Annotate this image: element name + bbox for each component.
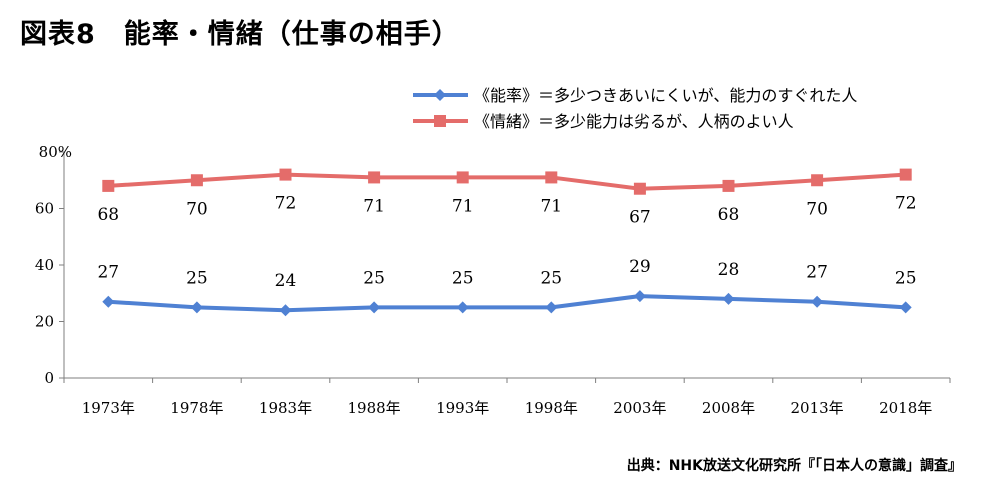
data-label-2: 71	[452, 196, 474, 216]
data-label-1: 24	[275, 271, 297, 291]
x-tick-label: 2013年	[791, 399, 844, 417]
data-point-2	[811, 174, 824, 187]
data-point-1	[633, 290, 646, 303]
data-point-1	[368, 301, 381, 314]
series-line-2	[108, 172, 906, 191]
data-point-2	[899, 168, 912, 181]
data-point-2	[102, 179, 115, 192]
data-label-2: 70	[806, 199, 828, 219]
data-label-2: 72	[275, 194, 297, 214]
data-label-2: 67	[629, 208, 651, 228]
data-label-1: 27	[806, 263, 828, 283]
data-label-2: 68	[97, 205, 119, 225]
data-point-2	[633, 182, 646, 195]
data-point-1	[456, 301, 469, 314]
y-tick-label: 60	[35, 200, 54, 218]
x-tick-label: 1973年	[82, 399, 135, 417]
data-point-1	[722, 292, 735, 305]
data-point-2	[456, 171, 469, 184]
data-label-1: 28	[718, 260, 740, 280]
x-tick-label: 2008年	[702, 399, 755, 417]
data-label-2: 71	[363, 196, 385, 216]
x-tick-label: 2018年	[879, 399, 932, 417]
x-tick-label: 2003年	[613, 399, 666, 417]
data-label-2: 70	[186, 199, 208, 219]
data-point-1	[102, 295, 115, 308]
data-label-2: 72	[895, 194, 917, 214]
data-point-2	[722, 179, 735, 192]
data-label-1: 25	[895, 268, 917, 288]
data-label-1: 27	[97, 263, 119, 283]
y-tick-label: 80%	[39, 143, 72, 161]
data-label-1: 25	[363, 268, 385, 288]
data-point-2	[545, 171, 558, 184]
x-tick-label: 1998年	[525, 399, 578, 417]
data-label-2: 71	[540, 196, 562, 216]
legend-label-2: 《情緒》＝多少能力は劣るが、人柄のよい人	[474, 112, 794, 131]
data-point-1	[899, 301, 912, 314]
x-tick-label: 1993年	[436, 399, 489, 417]
y-tick-label: 40	[35, 256, 54, 274]
legend-label-1: 《能率》＝多少つきあいにくいが、能力のすぐれた人	[474, 86, 857, 105]
x-tick-label: 1983年	[259, 399, 312, 417]
x-tick-label: 1978年	[170, 399, 223, 417]
data-point-1	[811, 295, 824, 308]
data-point-1	[279, 304, 292, 317]
data-point-1	[190, 301, 203, 314]
data-label-1: 25	[186, 268, 208, 288]
chart-title: 図表8 能率・情緒（仕事の相手）	[20, 19, 460, 50]
y-tick-label: 20	[35, 313, 54, 331]
data-point-1	[545, 301, 558, 314]
data-point-2	[279, 168, 292, 181]
data-point-2	[368, 171, 381, 184]
x-tick-label: 1988年	[348, 399, 401, 417]
data-label-1: 29	[629, 257, 651, 277]
y-tick-label: 0	[44, 369, 54, 387]
legend-marker-1	[434, 89, 446, 101]
data-point-2	[190, 174, 203, 187]
series-line-1	[108, 294, 906, 313]
data-label-1: 25	[452, 268, 474, 288]
data-label-1: 25	[540, 268, 562, 288]
source-note: 出典：NHK放送文化研究所『「日本人の意識」調査』	[626, 458, 962, 474]
data-label-2: 68	[718, 205, 740, 225]
legend-marker-2	[434, 115, 446, 127]
